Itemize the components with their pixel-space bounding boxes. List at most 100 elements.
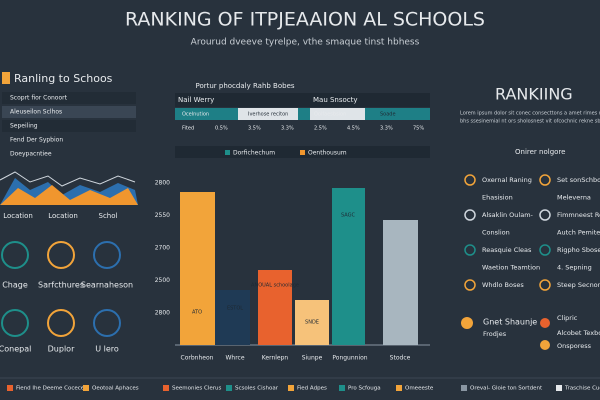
table-cell: [238, 108, 298, 120]
bar: [258, 270, 292, 345]
area-chart: [0, 185, 138, 205]
list-item: Scoprt fior Conoort: [10, 95, 68, 102]
icon: [539, 174, 551, 186]
bar-text: ESTOL: [227, 306, 243, 312]
list-item: Steep Secnonties: [557, 281, 600, 289]
footer-icon: [163, 385, 169, 391]
list-row: [2, 106, 136, 118]
footer-icon: [339, 385, 345, 391]
line: [0, 171, 136, 187]
bar: [295, 300, 329, 345]
y-axis-label: 2550: [155, 212, 170, 219]
footer-icon: [288, 385, 294, 391]
category-label: Kernlepn: [262, 355, 289, 362]
list-item: Waetion Teamtion: [482, 264, 540, 272]
list-item: Fend Der Sypbion: [10, 137, 63, 144]
icon: [47, 241, 75, 269]
icon: [93, 309, 121, 337]
table-cell: 0.5%: [215, 126, 228, 132]
legend-swatch: [300, 150, 305, 155]
description: Lorem ipsum dolor sit conec consecttons …: [460, 111, 600, 117]
list-item: Whdlo Boses: [482, 281, 524, 289]
y-axis-label: 2700: [155, 245, 170, 252]
list-item: Set sonSchbod: [557, 176, 600, 184]
category-label: Whrce: [225, 355, 244, 362]
footer-item: Fiend Ihe Deeme Cocece: [16, 386, 85, 392]
y-axis-label: 2500: [155, 277, 170, 284]
list-item: Alsaklin Oulam-: [482, 211, 534, 219]
bar-text: ATO: [192, 310, 202, 316]
table-cell: Soade: [380, 112, 396, 118]
table-header-cell: Mau Snsocty: [313, 96, 358, 104]
legend-swatch: [225, 150, 230, 155]
table-cell: Iverhose reciton: [248, 112, 288, 118]
icon: [464, 244, 476, 256]
bar: [332, 188, 365, 345]
icon-label: Conepal: [0, 345, 31, 354]
table-cell: [310, 108, 365, 120]
table-cell: 3.5%: [248, 126, 261, 132]
list-item: Conslion: [482, 229, 510, 237]
footer-icon: [556, 385, 562, 391]
table-cell: Fited: [182, 126, 194, 132]
icon-label: U lero: [95, 345, 119, 354]
list-item: Fimmneest Rols: [557, 211, 600, 219]
left-heading: Ranling to Schoos: [14, 72, 113, 85]
category-label: Corbnheon: [181, 355, 214, 362]
icon: [539, 244, 551, 256]
subheading: Onirer nolgore: [515, 148, 565, 156]
footer-item: Omeeeste: [405, 386, 434, 392]
middle-heading: Portur phocdaly Rahb Bobes: [195, 82, 294, 90]
footer-icon: [226, 385, 232, 391]
footer-item: Pro Scfouga: [348, 386, 381, 392]
table-cell: 2.5%: [314, 126, 327, 132]
icon: [464, 174, 476, 186]
list-item: Oxernal Raning: [482, 176, 532, 184]
category-label: Stodce: [390, 355, 411, 362]
list-item: Sepeiling: [10, 123, 38, 130]
table-cell: Ocelnution: [182, 112, 209, 118]
legend-label: Dorfichechum: [233, 150, 275, 157]
icon: [1, 241, 29, 269]
table-cell: 4.5%: [347, 126, 360, 132]
table-cell: 3.3%: [380, 126, 393, 132]
icon: [464, 279, 476, 291]
bar-text: SNDE: [305, 320, 319, 326]
icon-label: Searnaheson: [81, 281, 133, 290]
footer-icon: [83, 385, 89, 391]
table-cell: 75%: [413, 126, 424, 132]
icon: [540, 318, 550, 328]
footer-item: Oreval- Gloie ton Sortdent: [470, 386, 543, 392]
list-item: Aleuseilon Sclhos: [10, 109, 62, 116]
bar-text: ANOUAL schoolage: [251, 283, 299, 289]
chart-label: Location: [48, 212, 78, 220]
category-label: Siunpe: [302, 355, 323, 362]
bottom-item: Onsporess: [557, 342, 592, 350]
list-item: Ehasision: [482, 194, 513, 202]
icon: [93, 241, 121, 269]
list-item: Rigpho Sbose: [557, 246, 600, 254]
chart-label: Schol: [99, 212, 118, 220]
icon-label: Sarfcthures: [38, 281, 84, 290]
icon: [47, 309, 75, 337]
bar: [215, 290, 250, 345]
bottom-item: Frodjes: [483, 330, 507, 338]
bar: [383, 220, 418, 345]
right-heading: RANKIING: [495, 85, 573, 104]
bar-text: SAGC: [341, 213, 355, 219]
list-row: [2, 92, 136, 104]
icon: [464, 209, 476, 221]
list-item: Autch Pemiter: [557, 229, 600, 237]
footer-item: Seemonies Clerus: [172, 386, 221, 392]
footer-icon: [7, 385, 13, 391]
footer-item: Traschise Cuecse: [564, 386, 600, 392]
bottom-item: Alcobet Texbour: [557, 329, 600, 337]
subtitle: Arourud dveeve tyrelpe, vthe smaque tins…: [191, 38, 420, 48]
footer-item: Oeotoal Aphaces: [92, 386, 139, 392]
table-cell: Oolfaesbsion: [314, 112, 346, 118]
category-label: Pongunnion: [332, 355, 367, 362]
icon: [539, 279, 551, 291]
icon: [461, 317, 473, 329]
icon: [1, 309, 29, 337]
icon: [540, 340, 550, 350]
